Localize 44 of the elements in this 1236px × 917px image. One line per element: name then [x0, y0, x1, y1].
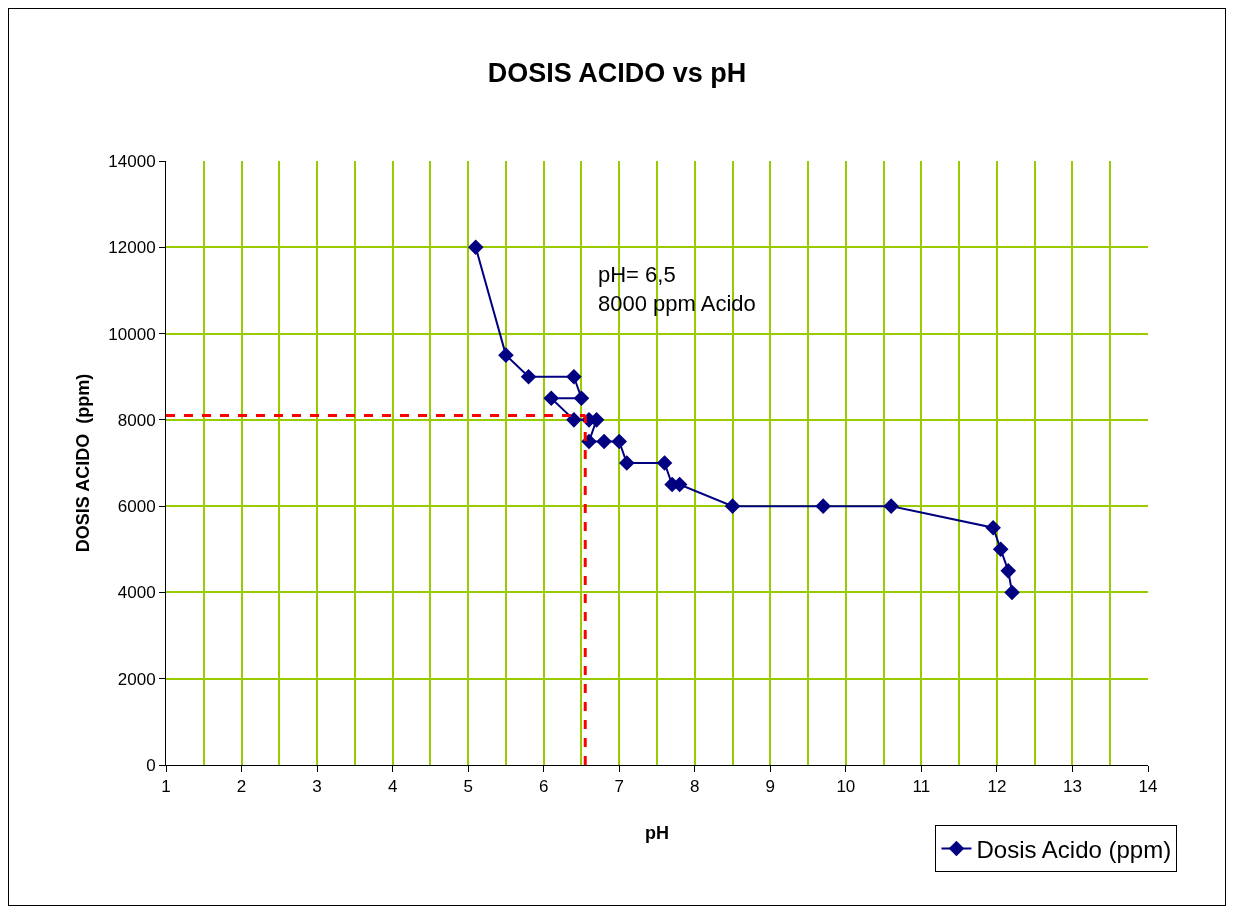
x-tick-label: 4: [387, 777, 398, 797]
x-tick-label: 6: [538, 777, 549, 797]
x-tick-label: 12: [987, 777, 1007, 797]
x-tick-label: 2: [236, 777, 247, 797]
x-tick-label: 10: [836, 777, 856, 797]
y-tick-label: 2000: [117, 669, 156, 689]
point: [618, 455, 635, 471]
y-axis-title: DOSIS ACIDO (ppm): [72, 373, 93, 553]
point: [596, 433, 612, 450]
point: [656, 455, 673, 471]
x-tick-label: 14: [1138, 777, 1158, 797]
x-tick-label: 11: [912, 777, 931, 797]
point: [520, 368, 537, 385]
legend-label: Dosis Acido (ppm): [976, 835, 1172, 863]
x-tick-label: 9: [765, 777, 776, 797]
point: [498, 347, 514, 363]
y-tick-label: 14000: [108, 151, 156, 171]
x-axis-title: pH: [645, 822, 669, 843]
point: [543, 390, 560, 407]
point: [573, 390, 590, 407]
point: [1004, 584, 1020, 601]
x-tick-label: 13: [1063, 777, 1082, 797]
x-tick-label: 5: [463, 777, 473, 797]
y-tick-label: 12000: [108, 238, 156, 258]
chart-title: DOSIS ACIDO vs pH: [487, 57, 747, 88]
point: [985, 519, 1001, 536]
y-tick-label: 8000: [117, 410, 156, 430]
point: [724, 498, 741, 514]
point: [992, 541, 1009, 558]
point: [815, 498, 831, 514]
point: [1000, 563, 1017, 579]
point: [566, 412, 582, 428]
y-tick-label: 6000: [117, 497, 156, 517]
x-tick-label: 7: [614, 777, 624, 797]
x-tick-label: 3: [312, 777, 322, 797]
point: [883, 498, 899, 514]
x-tick-label: 1: [161, 777, 171, 797]
x-tick-label: 8: [690, 777, 700, 797]
point: [467, 239, 484, 256]
y-tick-label: 4000: [117, 583, 156, 603]
y-tick-label: 0: [146, 755, 156, 775]
point: [566, 368, 582, 385]
y-tick-label: 10000: [108, 324, 156, 344]
point: [611, 433, 628, 450]
